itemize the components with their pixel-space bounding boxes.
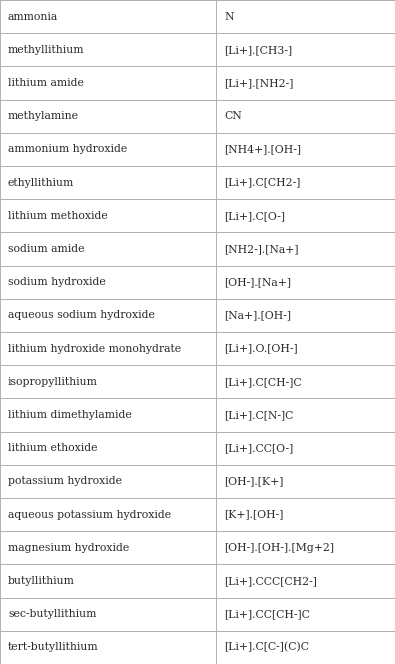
Text: lithium amide: lithium amide [8,78,84,88]
Bar [0,166,216,199]
Text: [Li+].C[C-](C)C: [Li+].C[C-](C)C [224,642,309,653]
Text: ethyllithium: ethyllithium [8,177,74,188]
Text: aqueous sodium hydroxide: aqueous sodium hydroxide [8,310,155,321]
Bar [0,365,216,398]
Text: [NH2-].[Na+]: [NH2-].[Na+] [224,244,299,254]
Text: CN: CN [224,111,242,122]
Text: sodium amide: sodium amide [8,244,85,254]
Bar [216,631,395,664]
Text: magnesium hydroxide: magnesium hydroxide [8,542,129,553]
Bar [0,564,216,598]
Bar [216,332,395,365]
Text: lithium hydroxide monohydrate: lithium hydroxide monohydrate [8,343,181,354]
Text: lithium ethoxide: lithium ethoxide [8,443,98,454]
Bar [0,398,216,432]
Text: [Li+].C[CH-]C: [Li+].C[CH-]C [224,376,302,387]
Text: lithium dimethylamide: lithium dimethylamide [8,410,132,420]
Text: [Li+].[NH2-]: [Li+].[NH2-] [224,78,293,88]
Bar [216,465,395,498]
Text: N: N [224,11,233,22]
Bar [0,531,216,564]
Bar [216,398,395,432]
Bar [216,232,395,266]
Text: potassium hydroxide: potassium hydroxide [8,476,122,487]
Bar [0,33,216,66]
Text: [Li+].CCC[CH2-]: [Li+].CCC[CH2-] [224,576,317,586]
Text: [Li+].C[O-]: [Li+].C[O-] [224,210,285,221]
Bar [0,465,216,498]
Text: sec-butyllithium: sec-butyllithium [8,609,96,620]
Bar [216,100,395,133]
Text: sodium hydroxide: sodium hydroxide [8,277,106,288]
Bar [216,498,395,531]
Bar [216,432,395,465]
Bar [0,199,216,232]
Bar [216,33,395,66]
Text: ammonia: ammonia [8,11,58,22]
Bar [216,133,395,166]
Bar [216,199,395,232]
Bar [0,0,216,33]
Text: ammonium hydroxide: ammonium hydroxide [8,144,127,155]
Bar [216,0,395,33]
Bar [0,598,216,631]
Bar [0,299,216,332]
Bar [216,266,395,299]
Bar [0,432,216,465]
Text: [Na+].[OH-]: [Na+].[OH-] [224,310,291,321]
Text: [Li+].C[N-]C: [Li+].C[N-]C [224,410,293,420]
Bar [216,598,395,631]
Text: [NH4+].[OH-]: [NH4+].[OH-] [224,144,301,155]
Text: [K+].[OH-]: [K+].[OH-] [224,509,283,520]
Text: [OH-].[OH-].[Mg+2]: [OH-].[OH-].[Mg+2] [224,542,334,553]
Text: [Li+].CC[CH-]C: [Li+].CC[CH-]C [224,609,310,620]
Bar [0,66,216,100]
Bar [216,66,395,100]
Text: isopropyllithium: isopropyllithium [8,376,98,387]
Text: methyllithium: methyllithium [8,44,85,55]
Text: [Li+].[CH3-]: [Li+].[CH3-] [224,44,292,55]
Text: lithium methoxide: lithium methoxide [8,210,108,221]
Text: [Li+].C[CH2-]: [Li+].C[CH2-] [224,177,300,188]
Text: methylamine: methylamine [8,111,79,122]
Bar [216,531,395,564]
Text: [Li+].O.[OH-]: [Li+].O.[OH-] [224,343,297,354]
Bar [216,299,395,332]
Bar [0,232,216,266]
Text: tert-butyllithium: tert-butyllithium [8,642,99,653]
Bar [0,332,216,365]
Text: butyllithium: butyllithium [8,576,75,586]
Bar [0,100,216,133]
Bar [216,166,395,199]
Bar [0,498,216,531]
Bar [0,266,216,299]
Bar [216,365,395,398]
Text: [OH-].[Na+]: [OH-].[Na+] [224,277,291,288]
Bar [0,631,216,664]
Text: aqueous potassium hydroxide: aqueous potassium hydroxide [8,509,171,520]
Bar [0,133,216,166]
Bar [216,564,395,598]
Text: [Li+].CC[O-]: [Li+].CC[O-] [224,443,293,454]
Text: [OH-].[K+]: [OH-].[K+] [224,476,283,487]
